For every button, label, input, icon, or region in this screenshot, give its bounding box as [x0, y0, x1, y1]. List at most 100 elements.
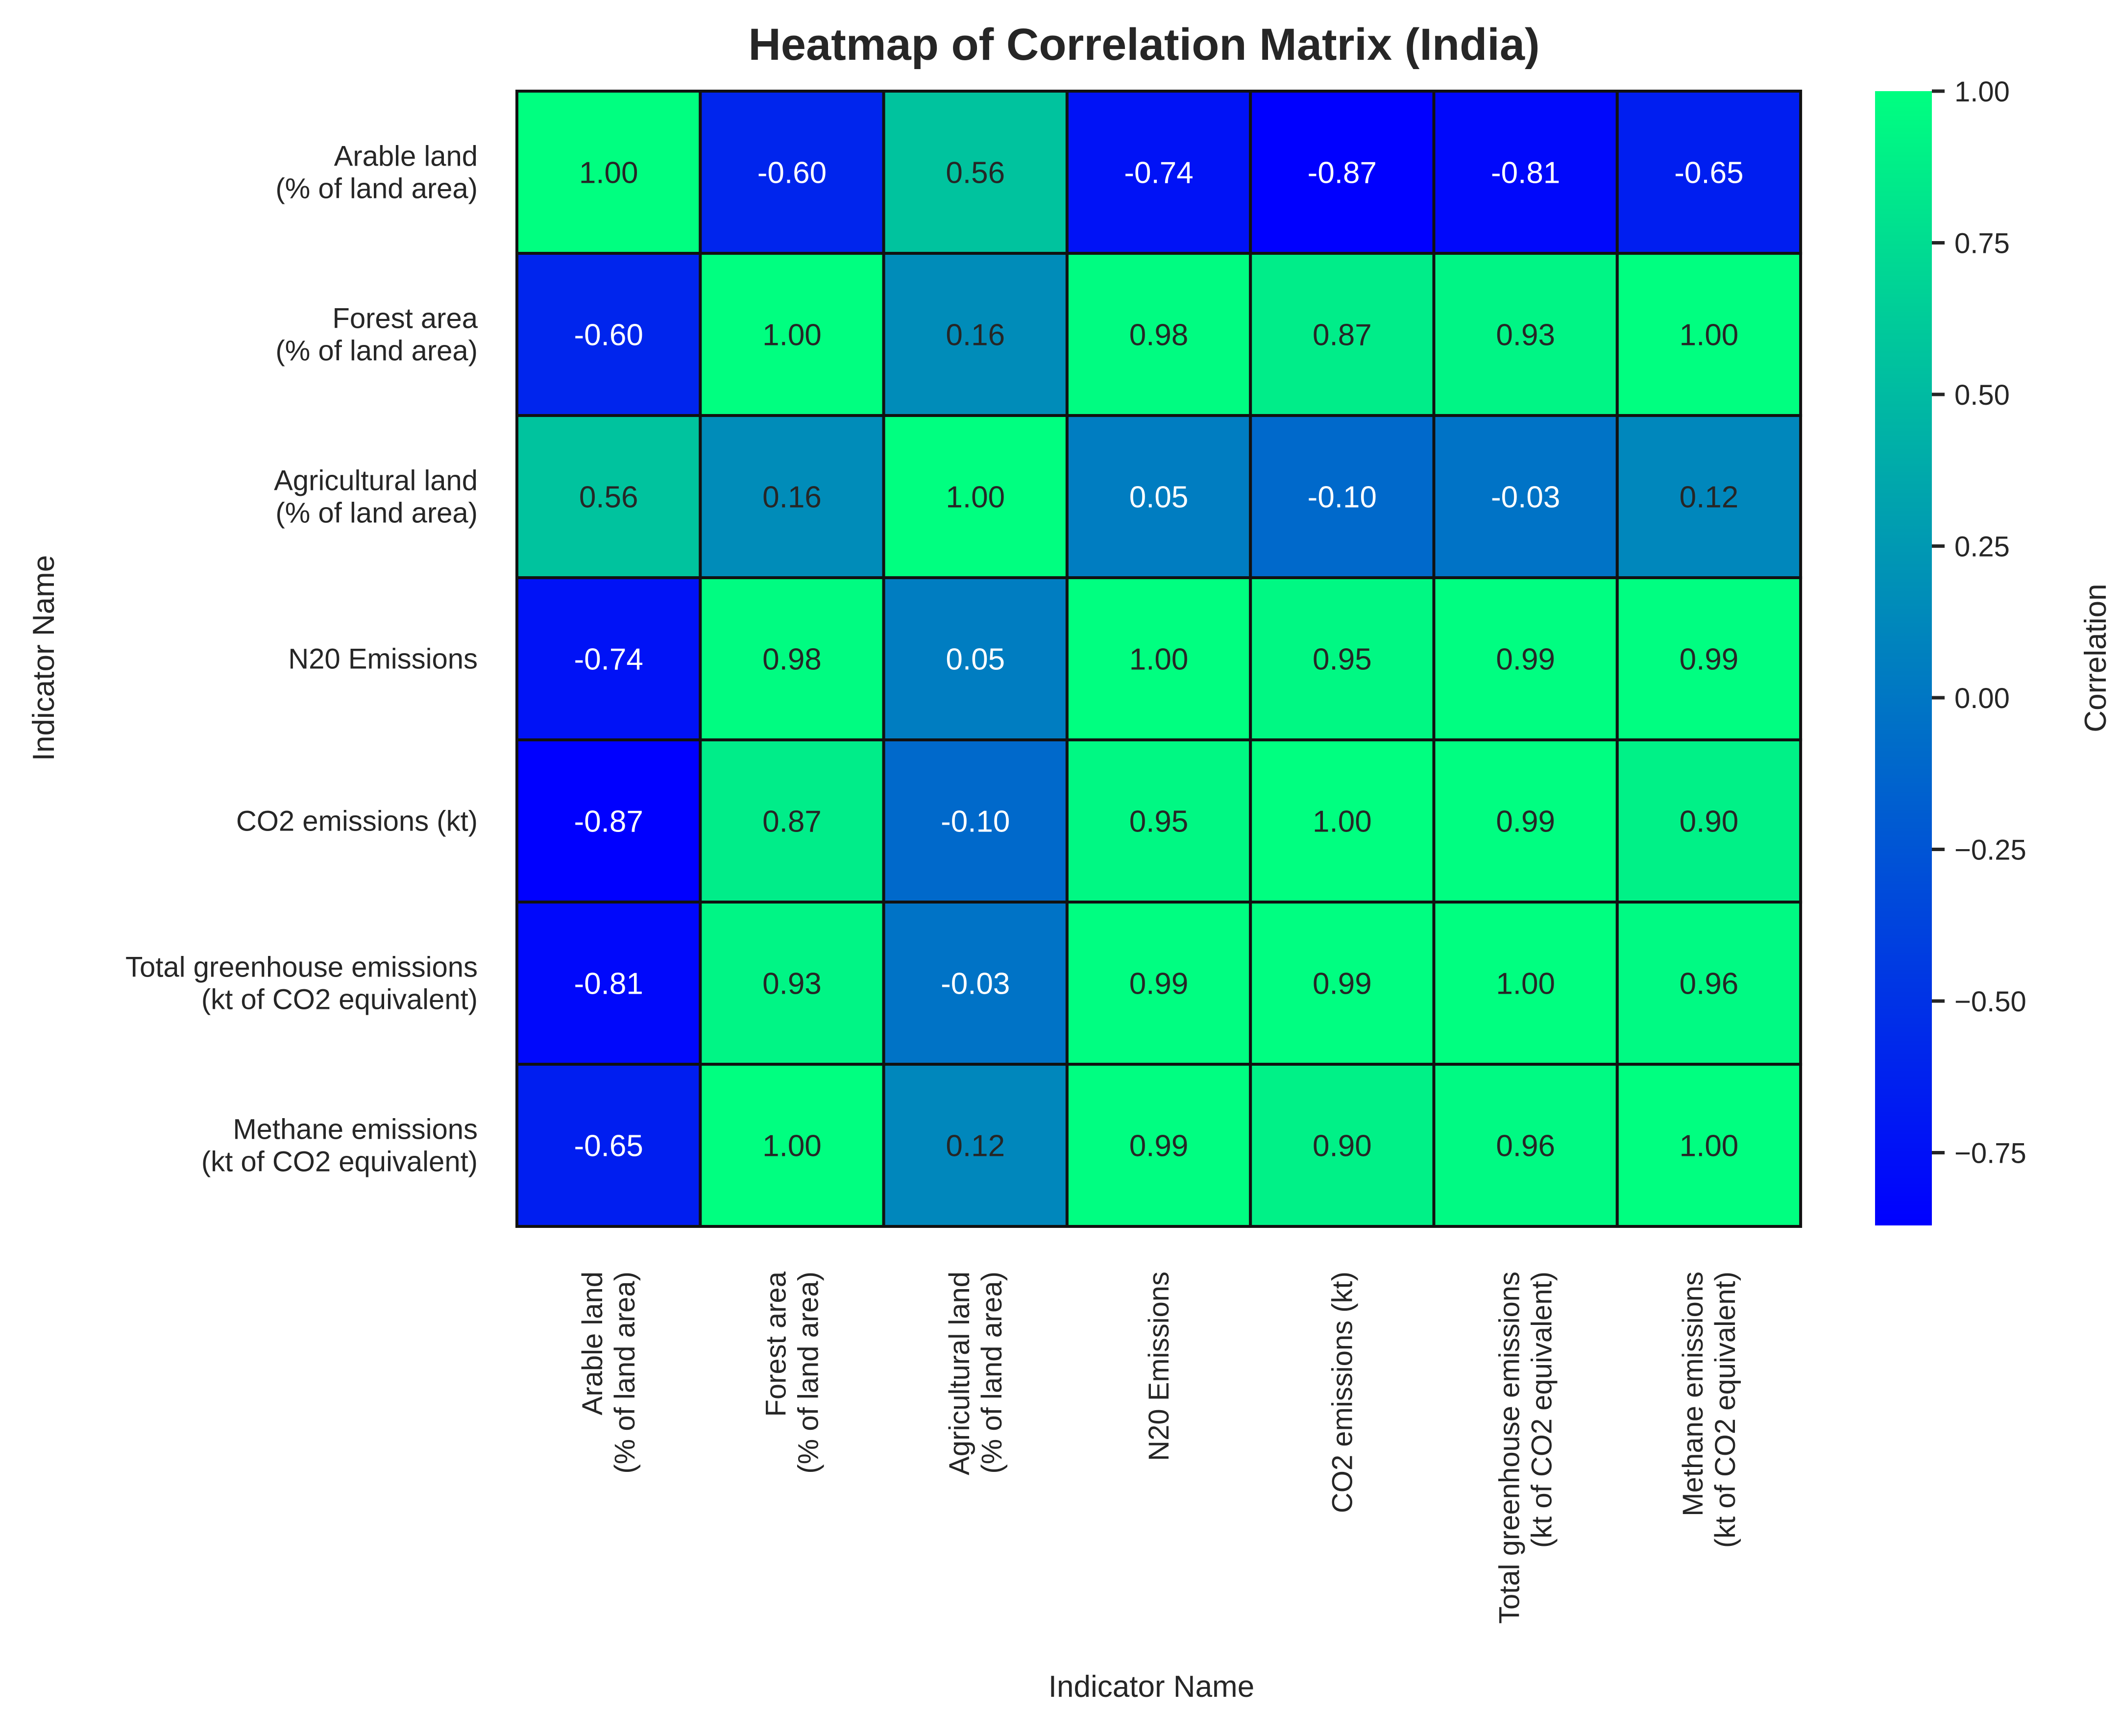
cell-value-label: 1.00 [762, 318, 822, 352]
row-tick-label: Agricultural land [274, 465, 478, 497]
heatmap-cell [1615, 738, 1803, 904]
y-axis-label: Indicator Name [27, 555, 61, 761]
cell-value-label: 0.90 [1680, 805, 1739, 839]
row-tick-label: (% of land area) [275, 335, 478, 367]
column-tick-label: N20 Emissions [1143, 1271, 1175, 1461]
heatmap-cell [1249, 576, 1436, 741]
cell-value-label: 0.95 [1129, 805, 1189, 839]
row-tick-label: Total greenhouse emissions [125, 952, 478, 983]
row-tick-label: (% of land area) [275, 497, 478, 529]
colorbar-tick-label: −0.75 [1954, 1137, 2026, 1169]
row-tick-label: Forest area [332, 303, 478, 335]
cell-value-label: -0.60 [574, 318, 643, 352]
cell-value-label: -0.74 [1124, 156, 1193, 190]
cell-value-label: 0.16 [762, 481, 822, 514]
heatmap-cell [882, 252, 1069, 417]
cell-value-label: 1.00 [946, 481, 1005, 514]
column-tick-label: (kt of CO2 equivalent) [1526, 1271, 1558, 1548]
heatmap-cell [1615, 252, 1803, 417]
cell-value-label: 0.99 [1680, 643, 1739, 677]
cell-value-label: 0.99 [1496, 805, 1555, 839]
cell-value-label: -0.81 [1491, 156, 1560, 190]
cell-value-label: 0.96 [1496, 1129, 1555, 1163]
cell-value-label: -0.65 [574, 1129, 643, 1163]
row-tick-label: N20 Emissions [288, 643, 478, 675]
heatmap-cell [515, 90, 702, 255]
heatmap-cell [1432, 252, 1619, 417]
cell-value-label: 0.12 [1680, 481, 1739, 514]
colorbar-tick-label: 0.75 [1954, 227, 2010, 259]
colorbar-ticks: 1.00 0.75 0.50 0.25 0.00 −0.25 −0.50 −0.75 [1932, 76, 2026, 1169]
row-tick-label: (% of land area) [275, 173, 478, 205]
cell-value-label: 0.93 [1496, 318, 1555, 352]
column-tick-label: (kt of CO2 equivalent) [1709, 1271, 1741, 1548]
heatmap-cell [1432, 1063, 1619, 1228]
cell-value-label: 0.99 [1129, 1129, 1189, 1163]
heatmap-cell [699, 1063, 885, 1228]
colorbar-tick-label: 0.00 [1954, 683, 2010, 714]
heatmap-cell [1432, 414, 1619, 579]
cell-value-label: 0.93 [762, 967, 822, 1001]
cell-value-label: 0.12 [946, 1129, 1005, 1163]
column-tick-label: Forest area [760, 1271, 792, 1417]
column-tick-label: CO2 emissions (kt) [1326, 1271, 1358, 1513]
cell-value-label: 0.90 [1313, 1129, 1372, 1163]
row-tick-label: (kt of CO2 equivalent) [201, 1146, 478, 1178]
cell-value-label: -0.65 [1674, 156, 1743, 190]
row-tick-label: Arable land [334, 141, 478, 172]
cell-value-label: 0.99 [1496, 643, 1555, 677]
cell-value-label: 1.00 [1496, 967, 1555, 1001]
column-tick-label: Methane emissions [1677, 1271, 1709, 1516]
heatmap-cell [515, 1063, 702, 1228]
column-tick-label: Total greenhouse emissions [1494, 1271, 1526, 1624]
cell-value-label: 1.00 [1680, 318, 1739, 352]
row-tick-labels: Arable land(% of land area)Forest area(%… [125, 141, 478, 1178]
cell-value-label: -0.74 [574, 643, 643, 677]
heatmap-cell [1065, 576, 1252, 741]
cell-value-label: 0.16 [946, 318, 1005, 352]
heatmap-cell [882, 414, 1069, 579]
row-tick-label: (kt of CO2 equivalent) [201, 984, 478, 1016]
cell-value-label: 0.05 [946, 643, 1005, 677]
heatmap-cell [1065, 901, 1252, 1066]
cell-value-label: -0.60 [757, 156, 827, 190]
heatmap-cell [1615, 901, 1803, 1066]
heatmap-cell [882, 576, 1069, 741]
heatmap-cell [1249, 414, 1436, 579]
column-tick-labels: Arable land (% of land area) Forest area (%… [577, 1271, 1741, 1624]
heatmap-cell [1615, 576, 1803, 741]
cell-value-label: 0.98 [1129, 318, 1189, 352]
heatmap-cell [1065, 414, 1252, 579]
colorbar-tick-label: 1.00 [1954, 76, 2010, 108]
cell-value-label: 0.98 [762, 643, 822, 677]
chart-title: Heatmap of Correlation Matrix (India) [748, 20, 1539, 70]
cell-value-label: 1.00 [1129, 643, 1189, 677]
heatmap-cell [882, 901, 1069, 1066]
heatmap-cell [699, 90, 885, 255]
heatmap-cell [882, 738, 1069, 904]
cell-value-label: 0.99 [1129, 967, 1189, 1001]
cell-value-label: 1.00 [1680, 1129, 1739, 1163]
cell-value-label: -0.03 [941, 967, 1010, 1001]
colorbar-tick-label: 0.25 [1954, 531, 2010, 562]
cell-value-label: 0.87 [1313, 318, 1372, 352]
cell-value-label: 0.56 [946, 156, 1005, 190]
heatmap-cell [515, 252, 702, 417]
column-tick-label: (% of land area) [792, 1271, 824, 1474]
cell-value-label: -0.03 [1491, 481, 1560, 514]
cell-value-label: 1.00 [1313, 805, 1372, 839]
cell-value-label: 0.87 [762, 805, 822, 839]
heatmap-cell [1615, 90, 1803, 255]
heatmap-cell [1615, 1063, 1803, 1228]
colorbar-tick-label: −0.25 [1954, 834, 2026, 866]
heatmap-cell [1065, 1063, 1252, 1228]
heatmap-cell [515, 738, 702, 904]
cell-value-label: -0.87 [1308, 156, 1377, 190]
heatmap-cell [882, 1063, 1069, 1228]
column-tick-label: (% of land area) [976, 1271, 1008, 1474]
cell-value-label: -0.10 [1308, 481, 1377, 514]
heatmap-cell [882, 90, 1069, 255]
heatmap-cell [699, 738, 885, 904]
heatmap-annotations: 1.00 -0.60 0.56 -0.74 -0.87 -0.81 -0.65 -0.60 1.… [574, 156, 1743, 1163]
